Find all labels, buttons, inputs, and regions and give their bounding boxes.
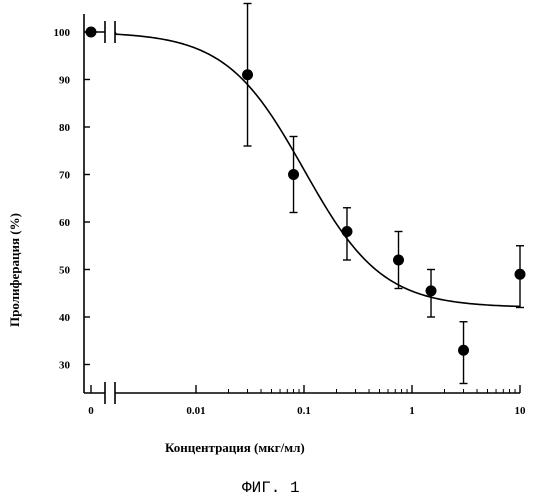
data-point (426, 285, 437, 296)
x-axis-title: Концентрация (мкг/мл) (165, 440, 305, 455)
y-tick-label: 30 (59, 360, 71, 372)
figure-caption: ФИГ. 1 (242, 479, 300, 497)
x-tick-label: 1 (409, 405, 415, 417)
x-tick-label: 0.1 (297, 405, 311, 417)
data-point (393, 255, 404, 266)
data-point (242, 69, 253, 80)
data-point (341, 226, 352, 237)
x-tick-label: 0.01 (186, 405, 205, 417)
fit-curve-layer (115, 32, 520, 306)
y-tick-label: 40 (59, 312, 71, 324)
axes (84, 14, 520, 404)
y-tick-label: 100 (54, 27, 71, 39)
y-tick-label: 70 (59, 170, 71, 182)
data-point (288, 169, 299, 180)
y-tick-label: 60 (59, 217, 71, 229)
y-axis-title: Пролиферация (%) (7, 213, 22, 327)
data-points-layer (86, 4, 526, 384)
fit-curve (115, 32, 520, 306)
data-point (515, 269, 526, 280)
y-tick-label: 50 (59, 265, 71, 277)
y-tick-label: 80 (59, 122, 71, 134)
y-tick-label: 90 (59, 75, 71, 87)
x-axis-ticks: 0 0.01 0.1 1 10 (88, 385, 526, 417)
data-point (458, 345, 469, 356)
x-tick-label: 10 (515, 405, 527, 417)
data-point (86, 27, 97, 38)
x-tick-label: 0 (88, 405, 94, 417)
